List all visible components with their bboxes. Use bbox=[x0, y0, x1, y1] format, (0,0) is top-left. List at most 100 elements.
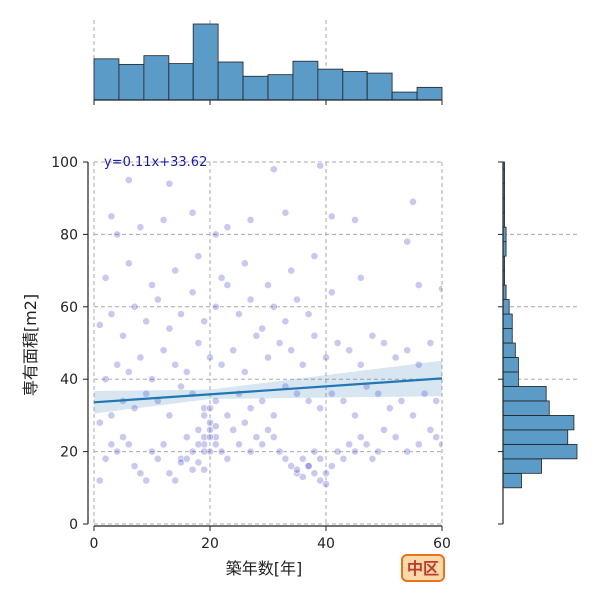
y-hist-bar bbox=[502, 342, 516, 358]
scatter-point bbox=[194, 440, 203, 449]
scatter-point bbox=[327, 462, 336, 470]
scatter-point bbox=[409, 197, 417, 206]
scatter-point bbox=[194, 339, 203, 347]
scatter-point bbox=[159, 346, 168, 355]
scatter-point bbox=[107, 440, 116, 449]
x-hist-bar bbox=[317, 68, 344, 101]
scatter-point bbox=[403, 346, 412, 355]
scatter-point bbox=[426, 339, 435, 347]
y-hist-bar bbox=[502, 328, 513, 344]
scatter-point bbox=[223, 223, 232, 232]
scatter-point bbox=[426, 425, 435, 434]
scatter-point bbox=[258, 397, 267, 405]
scatter-point bbox=[269, 302, 278, 311]
scatter-point bbox=[240, 368, 249, 376]
scatter-point bbox=[95, 320, 104, 329]
scatter-point bbox=[304, 397, 313, 405]
scatter-point bbox=[200, 465, 209, 474]
scatter-point bbox=[182, 368, 191, 376]
scatter-point bbox=[136, 353, 145, 362]
scatter-point bbox=[194, 458, 203, 467]
scatter-point bbox=[380, 425, 388, 434]
scatter-point bbox=[304, 462, 313, 470]
scatter-point bbox=[136, 469, 145, 478]
scatter-point bbox=[223, 281, 232, 289]
scatter-point bbox=[414, 281, 423, 289]
scatter-point bbox=[165, 179, 174, 188]
scatter-point bbox=[229, 346, 238, 355]
x-hist-bar bbox=[168, 63, 194, 101]
scatter-point bbox=[246, 404, 255, 413]
scatter-point bbox=[95, 418, 104, 427]
scatter-point bbox=[177, 458, 185, 467]
scatter-point bbox=[101, 454, 110, 463]
y-hist-bar bbox=[502, 472, 522, 489]
scatter-point bbox=[420, 389, 429, 398]
scatter-point bbox=[310, 252, 319, 261]
scatter-point bbox=[246, 295, 255, 304]
x-tick-label: 20 bbox=[201, 536, 219, 552]
y-axis-title: 専有面積[m2] bbox=[21, 294, 40, 396]
scatter-point bbox=[153, 295, 162, 304]
y-hist-bar bbox=[502, 429, 569, 445]
scatter-point bbox=[217, 360, 226, 369]
scatter-point bbox=[281, 317, 290, 326]
scatter-point bbox=[333, 447, 342, 456]
scatter-point bbox=[211, 397, 220, 405]
x-hist-bar bbox=[366, 72, 393, 101]
scatter-point bbox=[165, 411, 174, 420]
scatter-point bbox=[171, 266, 180, 275]
y-histogram bbox=[498, 161, 580, 525]
scatter-point bbox=[217, 273, 226, 282]
scatter-point bbox=[107, 310, 116, 318]
scatter-point bbox=[403, 447, 412, 456]
scatter-point bbox=[153, 454, 162, 463]
scatter-point bbox=[229, 425, 238, 434]
scatter-point bbox=[235, 310, 243, 318]
district-badge-label: 中区 bbox=[407, 559, 439, 578]
scatter-point bbox=[206, 353, 214, 362]
scatter-point bbox=[194, 425, 203, 434]
scatter-point bbox=[310, 331, 319, 340]
y-tick-label: 40 bbox=[60, 372, 78, 388]
scatter-point bbox=[148, 447, 156, 456]
scatter-point bbox=[356, 360, 365, 369]
main-grid bbox=[93, 161, 443, 525]
scatter-point bbox=[322, 469, 330, 478]
scatter-point bbox=[240, 259, 249, 268]
scatter-point bbox=[269, 411, 278, 420]
scatter-point bbox=[206, 447, 214, 456]
scatter-point bbox=[217, 447, 226, 456]
scatter-point bbox=[258, 324, 267, 333]
x-hist-bar bbox=[416, 86, 443, 101]
y-hist-bar bbox=[502, 414, 575, 431]
district-badge-box bbox=[401, 554, 445, 582]
x-axis-title: 築年数[年] bbox=[226, 559, 303, 578]
scatter-point bbox=[177, 382, 185, 391]
y-hist-bar bbox=[502, 458, 542, 474]
y-hist-bar bbox=[502, 299, 510, 315]
scatter-point bbox=[165, 469, 174, 478]
y-tick-label: 20 bbox=[60, 445, 78, 461]
scatter-point bbox=[275, 339, 284, 347]
scatter-point bbox=[113, 230, 122, 239]
scatter-point bbox=[345, 440, 354, 449]
scatter-point bbox=[252, 433, 261, 442]
scatter-point bbox=[130, 302, 139, 311]
scatter-point bbox=[130, 462, 139, 470]
scatter-point bbox=[107, 212, 116, 221]
scatter-point bbox=[397, 397, 406, 405]
scatter-point bbox=[351, 447, 359, 456]
y-tick-label: 60 bbox=[60, 300, 78, 316]
scatter-point bbox=[101, 375, 110, 384]
scatter-point bbox=[113, 360, 122, 369]
scatter-point bbox=[258, 440, 267, 449]
scatter-point bbox=[211, 440, 220, 449]
scatter-point bbox=[438, 284, 442, 293]
scatter-point bbox=[171, 476, 180, 485]
scatter-point bbox=[432, 397, 441, 405]
x-hist-bar bbox=[118, 63, 145, 101]
y-tick-label: 0 bbox=[69, 517, 78, 533]
scatter-point bbox=[403, 237, 412, 246]
